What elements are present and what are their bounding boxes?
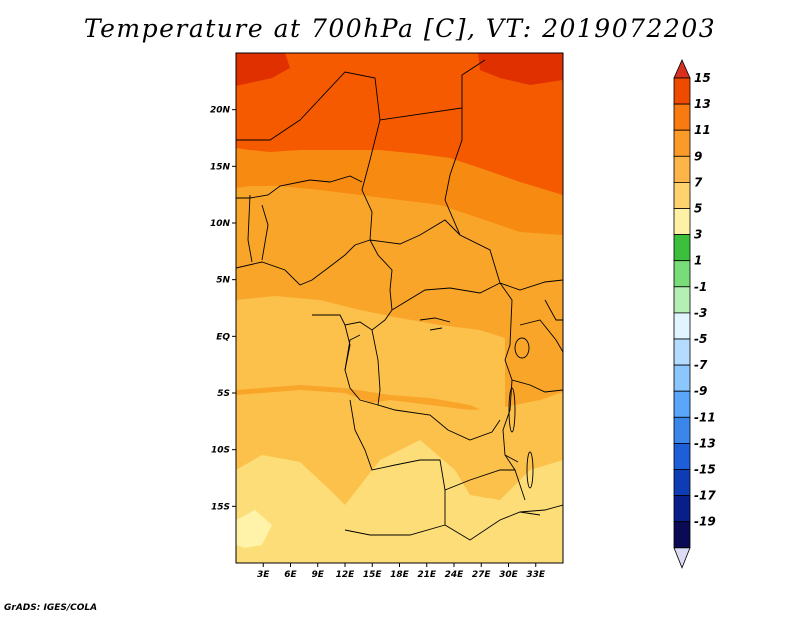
colorbar-label: 1 [694, 254, 702, 268]
field-15 [236, 53, 290, 86]
colorbar-label: -7 [694, 358, 708, 372]
colorbar-swatch [673, 181, 691, 209]
country-borders [236, 59, 563, 541]
colorbar-swatch [673, 469, 691, 497]
colorbar-swatch [673, 77, 691, 105]
colorbar-label: -5 [694, 332, 707, 346]
colorbar-swatch [673, 208, 691, 236]
colorbar-label: -1 [694, 280, 707, 294]
colorbar-swatch [673, 155, 691, 183]
colorbar-label: -11 [694, 410, 716, 424]
colorbar-swatch [673, 312, 691, 340]
colorbar-swatch [673, 338, 691, 366]
colorbar: 15 13 11 9 7 5 3 1 -1 -3 -5 -7 -9 -11 -13 -15 -17 -19 [673, 59, 716, 569]
colorbar-label: -15 [694, 463, 716, 477]
lat-tick-label: 5N [216, 276, 230, 286]
lon-tick-label: 6E [284, 570, 297, 580]
colorbar-swatch [673, 521, 691, 549]
map-title: Temperature at 700hPa [C], VT: 201907220… [83, 14, 717, 43]
colorbar-label: 3 [694, 228, 702, 242]
lon-tick-label: 3E [257, 570, 270, 580]
colorbar-label: 13 [694, 97, 711, 111]
lat-tick-label: EQ [216, 332, 230, 342]
colorbar-label: 11 [694, 123, 711, 137]
lon-ticks: 3E 6E 9E 12E 15E 18E 21E 24E 27E 30E 33E [257, 563, 546, 580]
colorbar-label: -13 [694, 436, 716, 450]
lon-tick-label: 24E [445, 570, 465, 580]
field-13 [236, 53, 563, 195]
lat-ticks: 20N 15N 10N 5N EQ 5S 10S 15S [210, 106, 236, 512]
lakes [419, 317, 541, 516]
lat-tick-label: 15N [210, 162, 231, 172]
colorbar-label: 5 [694, 202, 702, 216]
colorbar-swatch [673, 234, 691, 262]
lon-tick-label: 21E [417, 570, 437, 580]
colorbar-label: -9 [694, 384, 707, 398]
colorbar-swatch [673, 390, 691, 418]
colorbar-swatch [673, 103, 691, 131]
colorbar-label: 7 [694, 175, 703, 189]
lat-tick-label: 5S [217, 389, 230, 399]
colorbar-swatch [673, 442, 691, 470]
field-15-east [478, 53, 563, 85]
field-7-interior [236, 296, 505, 420]
lat-tick-label: 15S [211, 502, 230, 512]
colorbar-swatch [673, 364, 691, 392]
lon-tick-label: 9E [312, 570, 325, 580]
lon-tick-label: 27E [472, 570, 492, 580]
colorbar-high-arrow [673, 59, 691, 79]
colorbar-label: -19 [694, 515, 716, 529]
colorbar-swatch [673, 286, 691, 314]
colorbar-swatch [673, 416, 691, 444]
lon-tick-label: 15E [363, 570, 383, 580]
colorbar-label: 9 [694, 149, 702, 163]
grads-credit: GrADS: IGES/COLA [4, 603, 98, 613]
lon-tick-label: 12E [336, 570, 356, 580]
colorbar-swatch [673, 495, 691, 523]
lon-tick-label: 30E [499, 570, 519, 580]
lat-tick-label: 10N [210, 219, 231, 229]
lat-tick-label: 10S [211, 446, 230, 456]
colorbar-label: -17 [694, 489, 716, 503]
lat-tick-label: 20N [210, 106, 231, 116]
field-3 [236, 510, 272, 548]
colorbar-label: 15 [694, 71, 711, 85]
colorbar-swatch [673, 260, 691, 288]
lon-tick-label: 18E [390, 570, 410, 580]
temperature-field [236, 53, 563, 563]
colorbar-swatch [673, 129, 691, 157]
colorbar-low-arrow [673, 547, 691, 569]
colorbar-label: -3 [694, 306, 707, 320]
lon-tick-label: 33E [526, 570, 546, 580]
